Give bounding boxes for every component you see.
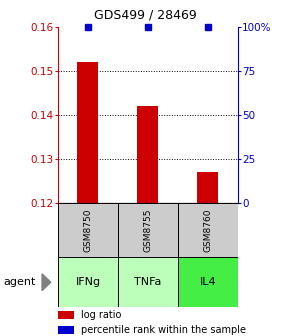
- Bar: [178, 203, 238, 257]
- Text: GDS499 / 28469: GDS499 / 28469: [94, 8, 196, 22]
- Text: IL4: IL4: [200, 277, 216, 287]
- Bar: [58, 257, 118, 307]
- Bar: [58, 203, 118, 257]
- Bar: [118, 257, 178, 307]
- Text: TNFa: TNFa: [134, 277, 162, 287]
- Polygon shape: [42, 274, 51, 291]
- Text: log ratio: log ratio: [81, 310, 122, 320]
- Text: agent: agent: [3, 277, 35, 287]
- Text: percentile rank within the sample: percentile rank within the sample: [81, 325, 246, 335]
- Bar: [197, 172, 218, 203]
- Text: GSM8750: GSM8750: [84, 208, 93, 252]
- Text: GSM8755: GSM8755: [143, 208, 153, 252]
- Bar: [77, 62, 99, 203]
- Bar: [137, 106, 158, 203]
- Text: GSM8760: GSM8760: [203, 208, 212, 252]
- Bar: [178, 257, 238, 307]
- Text: IFNg: IFNg: [75, 277, 101, 287]
- Bar: [118, 203, 178, 257]
- Bar: [58, 326, 74, 334]
- Bar: [58, 311, 74, 319]
